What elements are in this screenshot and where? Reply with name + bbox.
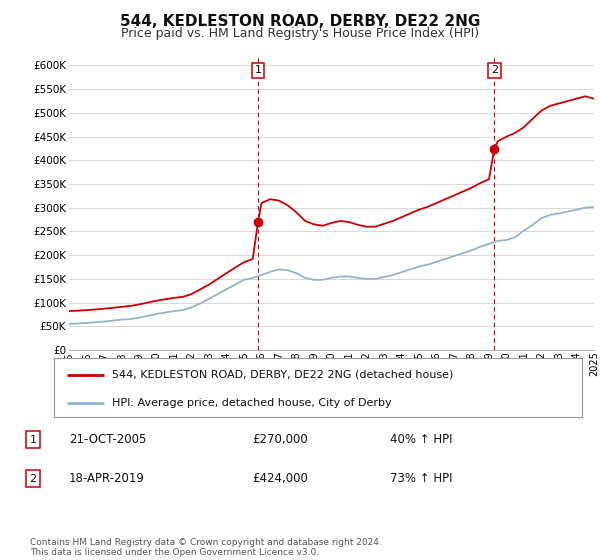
Text: £270,000: £270,000 bbox=[252, 433, 308, 446]
Text: 40% ↑ HPI: 40% ↑ HPI bbox=[390, 433, 452, 446]
Text: Price paid vs. HM Land Registry's House Price Index (HPI): Price paid vs. HM Land Registry's House … bbox=[121, 27, 479, 40]
Text: 73% ↑ HPI: 73% ↑ HPI bbox=[390, 472, 452, 486]
Text: 1: 1 bbox=[254, 66, 262, 76]
Text: 544, KEDLESTON ROAD, DERBY, DE22 2NG: 544, KEDLESTON ROAD, DERBY, DE22 2NG bbox=[120, 14, 480, 29]
Text: Contains HM Land Registry data © Crown copyright and database right 2024.
This d: Contains HM Land Registry data © Crown c… bbox=[30, 538, 382, 557]
Text: £424,000: £424,000 bbox=[252, 472, 308, 486]
Text: 21-OCT-2005: 21-OCT-2005 bbox=[69, 433, 146, 446]
Text: 1: 1 bbox=[29, 435, 37, 445]
Text: HPI: Average price, detached house, City of Derby: HPI: Average price, detached house, City… bbox=[112, 398, 392, 408]
Text: 2: 2 bbox=[29, 474, 37, 484]
Text: 2: 2 bbox=[491, 66, 498, 76]
Text: 18-APR-2019: 18-APR-2019 bbox=[69, 472, 145, 486]
Text: 544, KEDLESTON ROAD, DERBY, DE22 2NG (detached house): 544, KEDLESTON ROAD, DERBY, DE22 2NG (de… bbox=[112, 370, 454, 380]
